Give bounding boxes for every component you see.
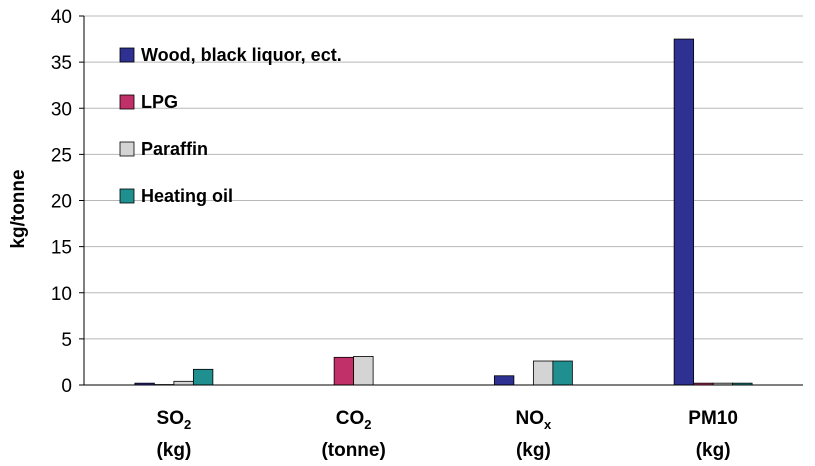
y-tick-label: 35 bbox=[51, 53, 72, 74]
bar-heating-oil-2 bbox=[552, 360, 573, 386]
y-axis-ticks: 0 5 10 15 20 25 30 35 40 bbox=[51, 7, 84, 397]
x-category-subscript: 2 bbox=[364, 417, 371, 432]
x-category-name: SO bbox=[157, 408, 184, 429]
bars bbox=[134, 38, 753, 386]
legend-label: Paraffin bbox=[141, 139, 208, 159]
legend-swatch bbox=[119, 47, 135, 63]
x-category-label: CO2 bbox=[336, 408, 372, 432]
x-category-subscript: 2 bbox=[184, 417, 191, 432]
x-category-label: SO2 bbox=[157, 408, 192, 432]
x-category-name: CO bbox=[336, 408, 365, 429]
legend-swatch bbox=[119, 94, 135, 110]
x-axis-categories: SO2(kg)CO2(tonne)NOx(kg)PM10(kg) bbox=[156, 408, 737, 461]
bar-paraffin-2 bbox=[532, 360, 554, 386]
x-category-unit: (kg) bbox=[156, 440, 191, 461]
y-tick-label: 30 bbox=[51, 99, 72, 120]
gridlines bbox=[84, 15, 803, 340]
legend-label: Wood, black liquor, ect. bbox=[141, 45, 342, 65]
legend-label: Heating oil bbox=[141, 186, 233, 206]
y-axis-title: kg/tonne bbox=[8, 169, 29, 248]
x-category-label: NOx bbox=[516, 408, 553, 432]
x-category-label: PM10 bbox=[688, 408, 738, 429]
axes bbox=[83, 16, 803, 386]
bar-heating-oil-0 bbox=[192, 368, 214, 386]
y-tick-label: 20 bbox=[51, 192, 72, 213]
bar-lpg-1 bbox=[333, 356, 355, 386]
legend-swatch bbox=[119, 188, 135, 204]
legend: Wood, black liquor, ect. LPG Paraffin Heati… bbox=[119, 45, 342, 206]
x-category-unit: (kg) bbox=[516, 440, 551, 461]
y-tick-label: 40 bbox=[51, 7, 72, 28]
x-category-subscript: x bbox=[544, 417, 552, 432]
y-tick-label: 5 bbox=[61, 330, 72, 351]
y-tick-label: 25 bbox=[51, 145, 72, 166]
bar-wood-black-liquor-ect--2 bbox=[493, 375, 515, 386]
bar-wood-black-liquor-ect--3 bbox=[673, 38, 695, 386]
x-category-unit: (kg) bbox=[696, 440, 731, 461]
x-category-name: NO bbox=[516, 408, 545, 429]
y-tick-label: 10 bbox=[51, 284, 72, 305]
x-category-name: PM10 bbox=[688, 408, 738, 429]
bar-paraffin-1 bbox=[353, 356, 374, 386]
x-category-unit: (tonne) bbox=[321, 440, 385, 461]
legend-label: LPG bbox=[141, 92, 178, 112]
legend-swatch bbox=[119, 141, 135, 157]
y-tick-label: 0 bbox=[61, 376, 72, 397]
bar-paraffin-0 bbox=[173, 380, 194, 386]
y-tick-label: 15 bbox=[51, 238, 72, 259]
